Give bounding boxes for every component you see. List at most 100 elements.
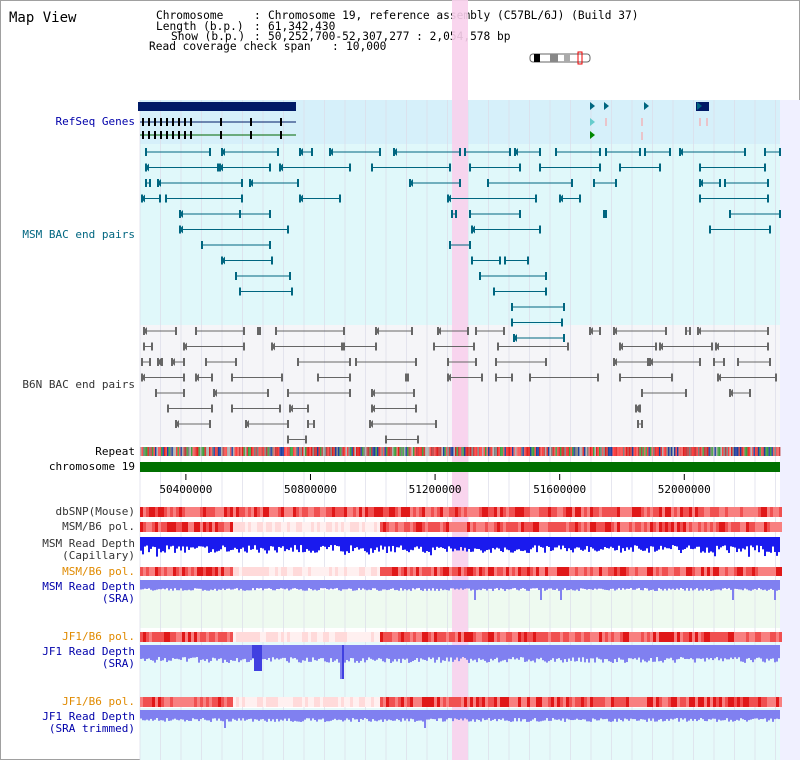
jf1-b6-pol2-mark [716,697,719,707]
msm-sra-depth-bar [178,580,180,591]
repeat-mark [353,447,355,456]
msm-sra-depth-bar [338,580,340,591]
track-label-refseq[interactable]: RefSeq Genes [55,115,135,128]
repeat-mark [207,447,209,456]
track-label-jf1-b6-pol-2[interactable]: JF1/B6 pol. [62,695,135,708]
jf1-sra-depth-bar [246,645,248,663]
track-label-b6n-bac[interactable]: B6N BAC end pairs [22,378,135,391]
track-label-dbsnp[interactable]: dbSNP(Mouse) [55,505,135,518]
dbsnp-mark [269,507,272,517]
refseq-exon [184,118,186,126]
jf1-sra-depth-bar [684,645,686,660]
msm-cap-depth-bar [550,537,552,551]
msm-sra-depth-bar [556,580,558,589]
track-label-msm-depth-capillary[interactable]: MSM Read Depth (Capillary) [42,537,135,562]
repeat-mark [216,447,218,456]
msm-b6-pol-mark [629,522,632,532]
b6n-bac-end [641,389,643,397]
jf1-trim-depth-bar [466,710,468,720]
msm-cap-depth-bar [344,537,346,555]
jf1-trim-depth-bar [192,710,194,719]
msm-sra-depth-bar [498,580,500,591]
msm-b6-pol2-mark [644,567,647,576]
refseq-arrow [644,102,649,110]
msm-cap-depth-bar [214,537,216,553]
jf1-b6-pol-mark [167,632,170,642]
jf1-trim-depth-bar [618,710,620,719]
msm-b6-pol-mark [539,522,542,532]
jf1-b6-pol-mark [764,632,767,642]
msm-b6-pol-mark [452,522,455,532]
jf1-sra-depth-bar [422,645,424,660]
jf1-sra-depth-bar [584,645,586,663]
dbsnp-mark [227,507,230,517]
msm-sra-depth-bar [468,580,470,589]
jf1-b6-pol-mark [584,632,587,642]
jf1-b6-pol2-mark [476,697,479,707]
jf1-trim-depth-bar [268,710,270,719]
msm-b6-pol2-mark [416,567,419,576]
track-label-chromosome[interactable]: chromosome 19 [48,460,135,473]
msm-b6-pol2-mark [176,567,179,576]
msm-b6-pol-mark [242,522,245,532]
msm-b6-pol2-mark [707,567,710,576]
msm-b6-pol-mark [368,522,371,532]
jf1-sra-depth-bar [712,645,714,661]
jf1-trim-depth-bar [566,710,568,719]
track-label-jf1-depth-sra[interactable]: JF1 Read Depth (SRA) [42,645,135,670]
track-label-msm-b6-pol-2[interactable]: MSM/B6 pol. [62,565,135,578]
jf1-b6-pol-mark [434,632,437,642]
msm-cap-depth-bar [638,537,640,549]
repeat-mark [768,447,770,456]
jf1-b6-pol2-mark [665,697,668,707]
msm-cap-depth-bar [442,537,444,549]
msm-cap-depth-bar [378,537,380,552]
jf1-b6-pol-mark [416,632,419,642]
jf1-b6-pol-mark [356,632,359,642]
msm-b6-pol2-mark [194,567,197,576]
jf1-sra-depth-bar [150,645,152,660]
msm-sra-depth-bar [672,580,674,589]
jf1-trim-depth-bar [224,710,226,728]
track-label-msm-b6-pol[interactable]: MSM/B6 pol. [62,520,135,533]
jf1-trim-depth-bar [436,710,438,721]
msm-b6-pol-mark [161,522,164,532]
jf1-b6-pol2-mark [563,697,566,707]
repeat-mark [219,447,221,456]
msm-b6-pol2-mark [467,567,470,576]
msm-sra-depth-bar [346,580,348,590]
msm-cap-depth-bar [326,537,328,550]
track-label-jf1-b6-pol[interactable]: JF1/B6 pol. [62,630,135,643]
track-label-msm-depth-sra[interactable]: MSM Read Depth (SRA) [42,580,135,605]
dbsnp-mark [374,507,377,517]
track-label-repeat[interactable]: Repeat [95,445,135,458]
msm-cap-depth-bar [764,537,766,557]
msm-sra-depth-bar [644,580,646,589]
dbsnp-mark [422,507,425,517]
jf1-b6-pol-mark [521,632,524,642]
jf1-sra-depth-bar [744,645,746,663]
dbsnp-mark [188,507,191,517]
jf1-b6-pol2-mark [683,697,686,707]
repeat-mark [482,447,484,456]
jf1-trim-depth-bar [676,710,678,719]
msm-bac-arrow [699,179,703,187]
msm-bac-end [767,194,769,203]
dbsnp-mark [500,507,503,517]
msm-sra-depth-bar [170,580,172,589]
jf1-b6-pol2-mark [146,697,149,707]
msm-b6-pol2-mark [143,567,146,576]
track-label-msm-bac[interactable]: MSM BAC end pairs [22,228,135,241]
jf1-b6-pol2-mark [359,697,362,707]
jf1-sra-depth-bar [654,645,656,662]
track-label-jf1-depth-trimmed[interactable]: JF1 Read Depth (SRA trimmed) [42,710,135,735]
refseq-arrow [590,102,595,110]
dbsnp-mark [380,507,383,517]
jf1-trim-depth-bar [580,710,582,721]
msm-sra-depth-bar [454,580,456,590]
msm-sra-depth-bar [356,580,358,591]
jf1-b6-pol2-mark [701,697,704,707]
repeat-mark [252,447,254,456]
jf1-sra-depth-bar [252,645,254,659]
